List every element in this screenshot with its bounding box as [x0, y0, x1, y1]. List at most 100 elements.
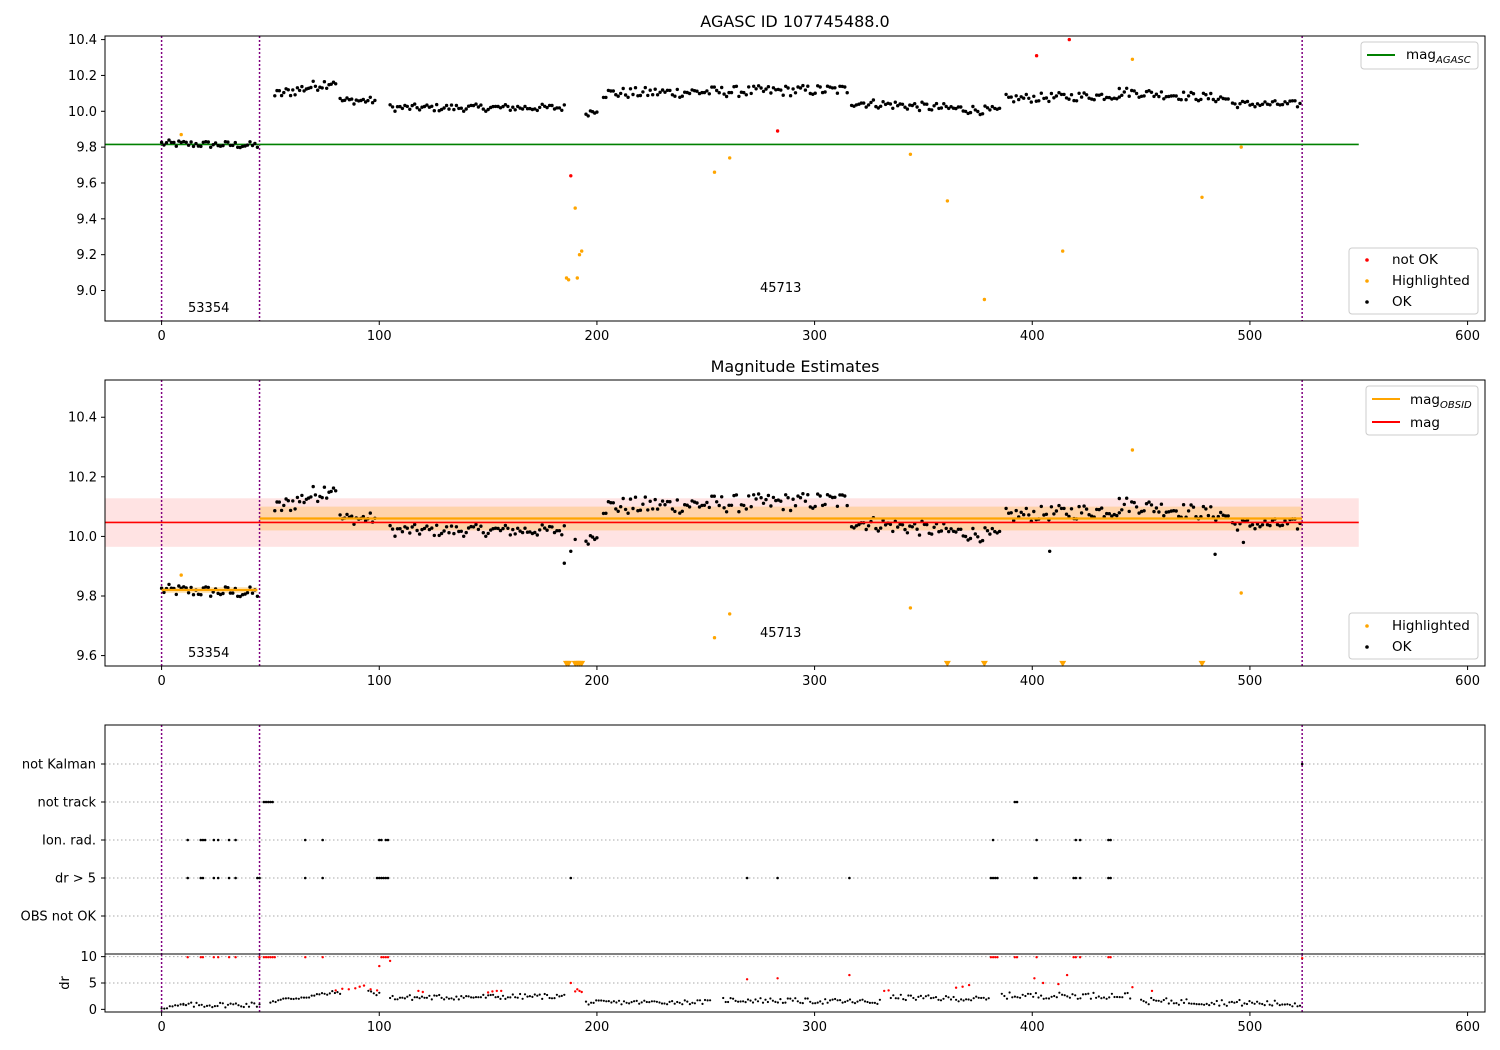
ok-point: [947, 529, 951, 534]
ok-point: [862, 101, 866, 105]
flag-point: [993, 876, 997, 880]
dr-ok-point: [934, 996, 938, 999]
ok-point: [523, 526, 527, 530]
ok-point: [400, 106, 405, 111]
flag-point: [1072, 876, 1075, 880]
flag-point: [996, 876, 999, 880]
flag-point: [256, 876, 259, 880]
dr-ok-point: [279, 998, 282, 1001]
ok-point: [680, 94, 684, 98]
ok-point: [177, 584, 181, 588]
highlighted-point: [982, 297, 987, 302]
dr-ok-point: [1037, 996, 1040, 999]
ok-point: [1142, 94, 1146, 98]
ok-point: [1077, 504, 1081, 509]
dr-ok-point: [846, 999, 849, 1002]
dr-ok-point: [927, 994, 930, 997]
dr-ok-point: [844, 1000, 847, 1004]
dr-exceed-point: [1035, 956, 1038, 959]
legend-mag-lines: magOBSID mag: [1365, 385, 1479, 436]
ok-point: [311, 484, 315, 489]
dr-ok-point: [863, 1000, 867, 1003]
dr-ok-point: [445, 996, 448, 999]
x-tick-label: 100: [367, 674, 392, 689]
ok-point: [903, 105, 907, 109]
ok-point: [651, 507, 655, 511]
ok-point: [636, 94, 640, 98]
dr-ok-point: [1050, 995, 1053, 998]
ok-point: [410, 525, 414, 529]
ok-point: [737, 510, 741, 514]
dr-ok-point: [247, 1005, 251, 1008]
dr-ok-point: [937, 998, 940, 1001]
ok-point: [913, 102, 917, 106]
ok-point: [905, 531, 910, 535]
dr-ok-point: [1110, 992, 1113, 995]
ok-point: [540, 102, 544, 107]
ok-point: [345, 96, 349, 100]
flag-point: [201, 876, 205, 880]
ok-point: [1164, 95, 1169, 99]
ok-point: [1032, 509, 1036, 514]
dr-ok-point: [1160, 1000, 1163, 1003]
dr-ok-point: [786, 997, 789, 1000]
ok-point: [764, 497, 768, 502]
dr-ok-point: [1193, 1002, 1196, 1005]
flag-point: [569, 876, 573, 880]
y-tick-label: 10.2: [68, 69, 97, 84]
ok-point: [1064, 512, 1069, 516]
ok-point: [808, 505, 812, 509]
dr-ok-point: [287, 997, 290, 1000]
ok-point: [1199, 97, 1203, 102]
ok-point: [562, 103, 566, 107]
dr-ok-point: [221, 1002, 224, 1005]
panel-magnitude-ticks: 0 100 200 300 400 500 600 9.6 9.8 10.0 10.2 10.4: [68, 411, 1480, 689]
ok-point: [1054, 509, 1059, 513]
ok-point: [1092, 98, 1096, 102]
ok-point: [1260, 102, 1265, 107]
ok-point: [334, 489, 338, 493]
ok-point: [471, 525, 476, 529]
ok-point: [449, 524, 454, 528]
ok-point: [1174, 94, 1178, 98]
dr-ok-point: [1175, 1002, 1178, 1005]
ok-point: [493, 526, 498, 530]
dr-ok-point: [970, 999, 973, 1002]
highlighted-point: [908, 152, 913, 156]
ok-point: [879, 104, 883, 109]
highlighted-point: [1130, 57, 1135, 61]
ok-point: [503, 103, 508, 107]
flag-point: [271, 800, 274, 804]
legend-ok: OK: [1392, 294, 1413, 310]
x-tick-label: 500: [1238, 1020, 1263, 1035]
ok-point: [843, 85, 847, 89]
ok-point: [282, 503, 286, 508]
panel-dr-ylabel: dr: [58, 976, 73, 990]
ok-point: [366, 98, 370, 103]
dr-ok-point: [550, 997, 554, 1000]
ok-point: [835, 504, 840, 508]
ok-point: [1235, 105, 1240, 110]
ok-point: [169, 140, 174, 145]
ok-point: [322, 485, 327, 489]
dr-ok-point: [198, 1004, 201, 1007]
ok-point: [1012, 100, 1016, 104]
flag-point: [212, 838, 216, 842]
dr-ok-point: [224, 1006, 227, 1009]
ok-point: [1130, 88, 1134, 93]
ok-point: [925, 102, 929, 106]
ok-point: [939, 106, 944, 110]
dr-ok-point: [492, 993, 495, 996]
x-tick-label: 0: [157, 1020, 165, 1035]
ok-point: [1012, 518, 1016, 523]
dr-ok-point: [1081, 993, 1085, 996]
ok-point: [1127, 509, 1131, 514]
ok-point: [167, 138, 171, 142]
dr-ok-point: [801, 1002, 804, 1005]
ok-point: [444, 103, 449, 108]
dr-ok-point: [1116, 995, 1119, 999]
ok-point: [273, 94, 277, 98]
dr-ok-point: [686, 1000, 689, 1003]
y-tick-label: 9.6: [76, 176, 97, 191]
ok-point: [503, 523, 508, 528]
